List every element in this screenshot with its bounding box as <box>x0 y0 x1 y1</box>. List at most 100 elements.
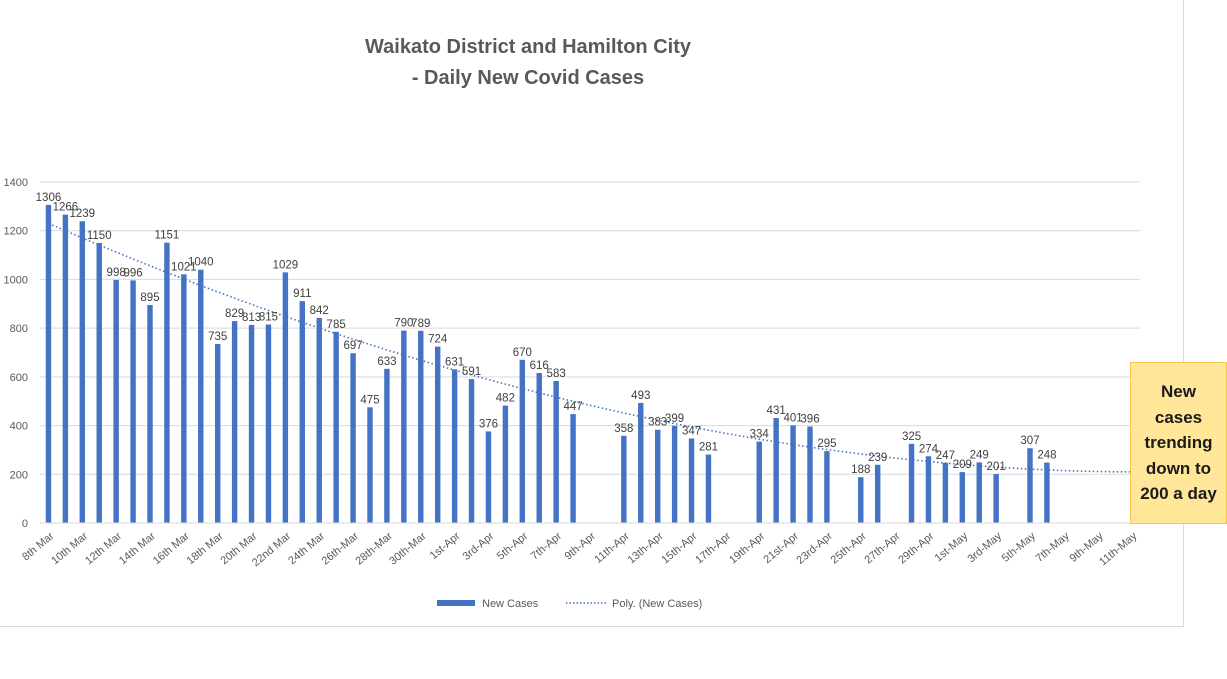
bar <box>536 372 542 523</box>
x-tick-label: 1st-Apr <box>428 530 463 562</box>
data-label: 724 <box>428 334 448 346</box>
data-label: 1151 <box>155 230 180 242</box>
data-label: 274 <box>919 443 939 455</box>
legend: New Cases Poly. (New Cases) <box>437 598 702 610</box>
gridlines <box>40 181 1140 524</box>
bar <box>790 425 796 523</box>
x-tick-label: 30th-Mar <box>387 530 429 568</box>
bar <box>451 369 458 523</box>
bar <box>198 269 204 523</box>
y-tick-label: 1400 <box>4 177 28 189</box>
data-label: 447 <box>563 401 582 413</box>
bar <box>976 462 982 523</box>
x-tick-label: 7th-May <box>1034 530 1073 565</box>
data-label: 239 <box>868 452 887 464</box>
x-tick-label: 26th-Mar <box>320 530 362 568</box>
data-label: 591 <box>462 366 481 378</box>
data-label: 347 <box>682 425 701 437</box>
data-label: 1306 <box>36 192 62 204</box>
x-tick-label: 25th-Apr <box>829 530 869 567</box>
bar <box>959 472 966 523</box>
bar <box>79 221 86 523</box>
trend-callout: New cases trending down to 200 a day <box>1130 362 1227 524</box>
x-tick-label: 28th-Mar <box>353 530 395 568</box>
x-tick-label: 29th-Apr <box>896 530 936 567</box>
bar <box>113 279 119 523</box>
x-tick-label: 21st-Apr <box>761 530 801 566</box>
bar <box>570 414 576 523</box>
data-label: 616 <box>530 360 549 372</box>
bar <box>807 426 813 523</box>
bar <box>96 242 102 523</box>
bar <box>654 429 661 523</box>
bar <box>705 454 712 523</box>
x-tick-label: 18th Mar <box>185 530 226 567</box>
bar <box>316 317 322 523</box>
bar <box>384 368 390 523</box>
trendline-path <box>48 222 1132 473</box>
bar <box>908 443 915 523</box>
data-label: 670 <box>513 347 532 359</box>
bar <box>638 402 644 523</box>
data-label: 475 <box>360 394 379 406</box>
data-label: 1239 <box>70 208 96 220</box>
bar <box>621 435 627 523</box>
chart-title-line-1: Waikato District and Hamilton City <box>365 36 691 58</box>
data-label: 325 <box>902 431 921 443</box>
y-tick-label: 0 <box>22 518 28 530</box>
data-label: 998 <box>107 267 126 279</box>
data-label: 358 <box>614 423 633 435</box>
data-label: 789 <box>411 318 430 330</box>
bar <box>485 431 492 523</box>
data-label: 1266 <box>53 202 79 214</box>
bar <box>925 456 932 523</box>
bar <box>299 301 306 523</box>
bar <box>824 451 830 523</box>
data-label: 399 <box>665 413 684 425</box>
data-label: 383 <box>648 417 667 429</box>
data-label: 376 <box>479 418 498 430</box>
bar <box>671 425 678 523</box>
x-tick-label: 14th Mar <box>117 530 158 567</box>
y-tick-label: 1200 <box>4 226 28 238</box>
x-tick-label: 10th Mar <box>49 530 90 567</box>
data-label: 482 <box>496 393 515 405</box>
data-label: 911 <box>293 288 311 300</box>
x-tick-label: 13th-Apr <box>626 530 666 567</box>
x-tick-label: 3rd-May <box>965 530 1004 565</box>
bar <box>773 418 779 523</box>
chart-title-line-2: - Daily New Covid Cases <box>411 67 645 89</box>
data-label: 1040 <box>188 257 214 269</box>
data-label: 334 <box>750 429 770 441</box>
bar <box>265 324 272 523</box>
bar <box>164 242 170 523</box>
x-tick-label: 5th-May <box>1000 530 1039 565</box>
bar <box>468 379 475 523</box>
x-tick-label: 11th-May <box>1097 530 1140 568</box>
bar <box>231 321 238 523</box>
data-label: 996 <box>123 267 142 279</box>
data-label: 895 <box>140 292 159 304</box>
y-tick-label: 600 <box>10 372 28 384</box>
y-tick-label: 1000 <box>4 274 28 286</box>
data-label: 249 <box>970 449 989 461</box>
x-tick-label: 11th-Apr <box>592 530 632 566</box>
bar <box>756 441 762 523</box>
y-tick-label: 400 <box>10 421 28 433</box>
bar <box>858 477 864 523</box>
y-axis: 0 200 400 600 800 1000 1200 1400 <box>4 177 28 530</box>
data-label: 815 <box>259 311 278 323</box>
data-label: 247 <box>936 450 955 462</box>
data-label: 396 <box>800 414 819 426</box>
x-tick-label: 7th-Apr <box>529 530 565 563</box>
x-tick-label: 23rd-Apr <box>794 530 835 567</box>
y-tick-label: 200 <box>10 469 28 481</box>
bar <box>874 464 881 523</box>
data-label: 493 <box>631 390 650 402</box>
bar <box>45 204 52 523</box>
data-label: 790 <box>394 318 413 330</box>
bar <box>401 330 407 523</box>
data-label: 307 <box>1020 435 1039 447</box>
